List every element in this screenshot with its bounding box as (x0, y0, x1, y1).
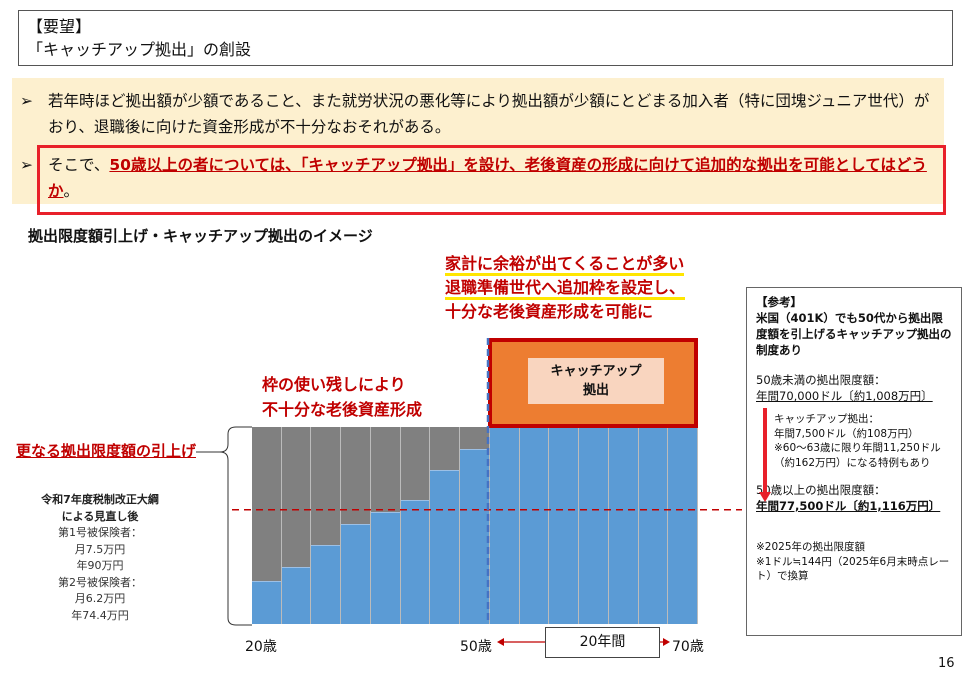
used-contribution (370, 511, 400, 624)
down-arrow-icon (759, 408, 771, 502)
arrow-right-icon (663, 638, 670, 646)
note-line: 年74.4万円 (71, 608, 129, 622)
period-column (579, 427, 609, 624)
period-column (489, 427, 520, 624)
used-contribution (341, 523, 370, 624)
span-label: 20年間 (545, 627, 660, 658)
ref-catchup-2: 年間7,500ドル（約108万円） (774, 427, 919, 440)
leftover-line-2: 不十分な老後資産形成 (262, 400, 423, 419)
period-column (341, 427, 371, 624)
catchup-label-2: 拠出 (582, 383, 609, 398)
ref-over50-label: 50歳以上の拠出限度額： (756, 483, 886, 497)
request-title: 「キャッチアップ拠出」の創設 (27, 40, 252, 59)
leftover-line-1: 枠の使い残しにより (262, 375, 406, 394)
period-column (519, 427, 550, 624)
ref-note-1: ※2025年の拠出限度額 (756, 541, 866, 553)
note-line: による見直し後 (61, 509, 139, 523)
bullet-text: 若年時ほど拠出額が少額であること、また就労状況の悪化等により拠出額が少額にとどま… (48, 92, 930, 136)
used-contribution (400, 499, 430, 624)
ref-intro: 米国（401K）でも50代から拠出限度額を引上げるキャッチアップ拠出の制度あり (756, 311, 952, 357)
period-column (608, 427, 639, 624)
summary-background (12, 78, 944, 204)
callout-line-2: 退職準備世代へ追加枠を設定し、 (445, 278, 686, 300)
period-column (400, 427, 431, 624)
arrow-bullet-icon: ➢ (20, 92, 33, 110)
callout-line-1: 家計に余裕が出てくることが多い (445, 254, 685, 276)
used-contribution (252, 580, 281, 624)
period-column (252, 427, 282, 624)
arrow-bullet-icon: ➢ (20, 156, 33, 174)
period-column (370, 427, 401, 624)
note-line: 月6.2万円 (74, 592, 126, 605)
age-20-label: 20歳 (245, 639, 277, 655)
used-contribution (579, 427, 608, 624)
highlight-frame (37, 145, 946, 215)
age-50-label: 50歳 (460, 639, 492, 655)
bullet-2: ➢ そこで、50歳以上の者については、「キャッチアップ拠出」を設け、老後資産の形… (20, 152, 935, 204)
bullet-lead: そこで、 (48, 156, 110, 174)
brace-icon (196, 426, 252, 626)
catchup-label-1: キャッチアップ (550, 364, 642, 379)
arrow-left-icon (497, 638, 504, 646)
reference-box: 【参考】 米国（401K）でも50代から拠出限度額を引上げるキャッチアップ拠出の… (746, 287, 962, 636)
note-line: 第2号被保険者： (58, 575, 142, 589)
ref-under50-value: 年間70,000ドル〔約1,008万円〕 (756, 389, 933, 403)
used-contribution (460, 448, 489, 624)
period-column (549, 427, 580, 624)
note-line: 月7.5万円 (74, 542, 126, 556)
period-column (668, 427, 698, 624)
raise-label-text: 更なる拠出限度額の引上げ (15, 442, 196, 460)
ref-note-2: ※1ドル≒144円（2025年6月末時点レート）で換算 (756, 555, 950, 583)
note-line: 令和7年度税制改正大綱 (41, 493, 159, 506)
raise-label: 更なる拠出限度額の引上げ (0, 440, 196, 461)
period-column (281, 427, 312, 624)
callout-text: 家計に余裕が出てくることが多い 退職準備世代へ追加枠を設定し、 十分な老後資産形… (445, 252, 686, 324)
ref-head: 【参考】 (756, 295, 802, 309)
used-contribution (519, 427, 549, 624)
used-contribution (668, 427, 697, 624)
catchup-label: キャッチアップ 拠出 (528, 358, 664, 404)
used-contribution (608, 427, 638, 624)
period-column (311, 427, 342, 624)
used-contribution (430, 470, 460, 624)
section-title: 拠出限度額引上げ・キャッチアップ拠出のイメージ (28, 227, 373, 245)
leftover-text: 枠の使い残しにより 不十分な老後資産形成 (262, 372, 422, 422)
used-contribution (489, 427, 519, 624)
ref-catchup-1: キャッチアップ拠出： (774, 413, 879, 425)
request-box: 【要望】 「キャッチアップ拠出」の創設 (18, 10, 953, 66)
ref-under50-label: 50歳未満の拠出限度額： (756, 373, 886, 387)
ref-over50-value: 年間77,500ドル〔約1,116万円〕 (756, 499, 941, 513)
used-contribution (281, 566, 311, 624)
bullet-emphasis: 50歳以上の者については、「キャッチアップ拠出」を設け、老後資産の形成に向けて追… (48, 156, 927, 200)
bullet-tail: 。 (63, 182, 80, 200)
note-line: 年90万円 (76, 559, 124, 572)
period-column (638, 427, 669, 624)
ref-catchup-3: ※60～63歳に限り年間11,250ドル（約162万円）になる特例もあり (774, 442, 941, 469)
request-label: 【要望】 (27, 17, 92, 36)
age-70-label: 70歳 (672, 639, 704, 655)
tax-reform-note: 令和7年度税制改正大綱 による見直し後 第1号被保険者： 月7.5万円 年90万… (20, 492, 180, 624)
page-number: 16 (938, 656, 955, 671)
bullet-1: ➢ 若年時ほど拠出額が少額であること、また就労状況の悪化等により拠出額が少額にと… (20, 88, 935, 140)
callout-line-3: 十分な老後資産形成を可能に (445, 302, 654, 321)
period-column (460, 427, 490, 624)
period-column (430, 427, 461, 624)
used-contribution (311, 545, 341, 624)
note-line: 第1号被保険者： (58, 526, 142, 539)
